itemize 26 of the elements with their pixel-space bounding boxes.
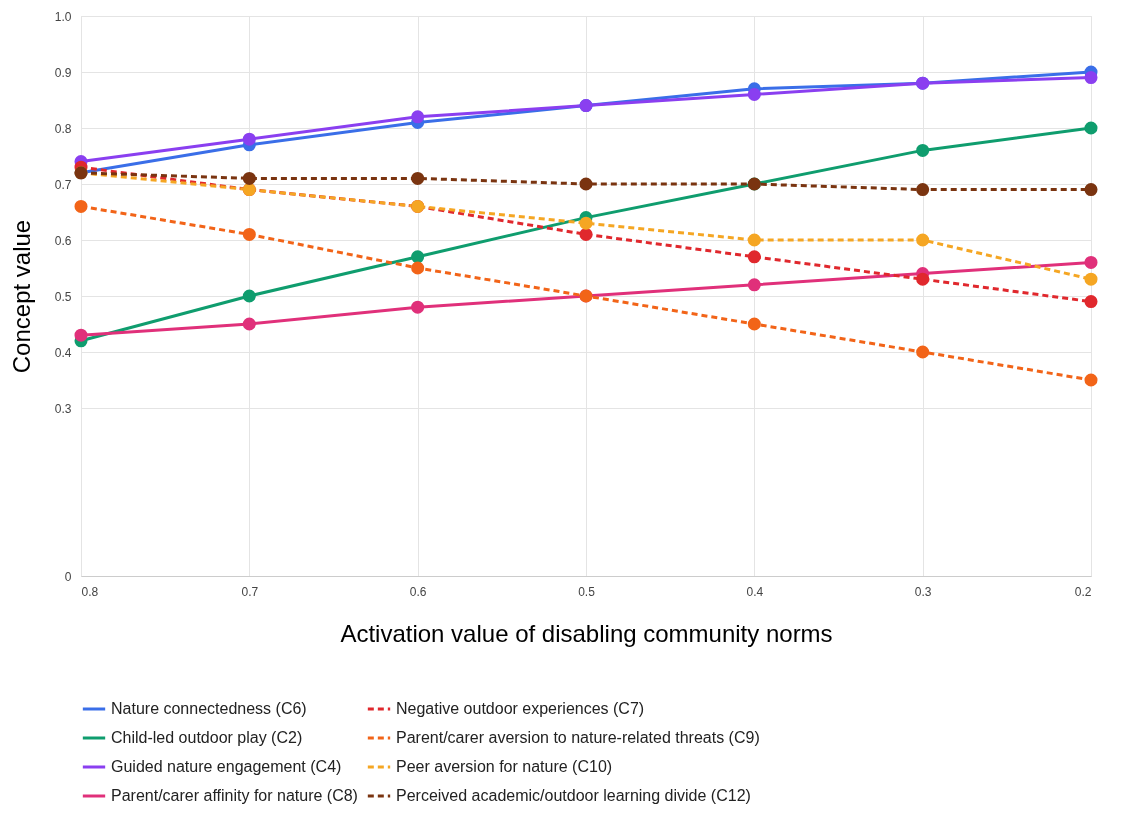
y-tick-label: 0.7: [54, 177, 72, 192]
y-tick-label: 0.6: [54, 233, 72, 248]
x-tick-label: 0.4: [746, 584, 764, 599]
y-tick-label: 1.0: [54, 9, 72, 24]
legend-label: Perceived academic/outdoor learning divide (C12): [396, 787, 751, 804]
legend-label: Nature connectedness (C6): [111, 700, 307, 717]
x-axis-title: Activation value of disabling community norms: [340, 619, 833, 647]
y-axis-title: Concept value: [7, 219, 35, 374]
x-tick-label: 0.8: [81, 584, 99, 599]
y-tick-label: 0.5: [54, 289, 72, 304]
y-tick-label: 0.3: [54, 401, 72, 416]
x-tick-label: 0.3: [914, 584, 932, 599]
y-tick-label: 0.9: [54, 65, 72, 80]
x-tick-label: 0.5: [578, 584, 596, 599]
legend-label: Parent/carer aversion to nature-related threats (C9): [396, 729, 760, 746]
x-tick-label: 0.6: [409, 584, 427, 599]
legend-label: Negative outdoor experiences (C7): [396, 700, 645, 717]
legend-label: Peer aversion for nature (C10): [396, 758, 613, 775]
y-tick-label: 0.8: [54, 121, 72, 136]
x-tick-label: 0.2: [1074, 584, 1092, 599]
legend-label: Guided nature engagement (C4): [111, 758, 342, 775]
y-tick-label: 0.4: [54, 345, 72, 360]
x-tick-label: 0.7: [241, 584, 259, 599]
y-tick-label: 0: [64, 569, 72, 584]
legend-label: Parent/carer affinity for nature (C8): [111, 787, 358, 804]
legend-label: Child-led outdoor play (C2): [111, 729, 303, 746]
